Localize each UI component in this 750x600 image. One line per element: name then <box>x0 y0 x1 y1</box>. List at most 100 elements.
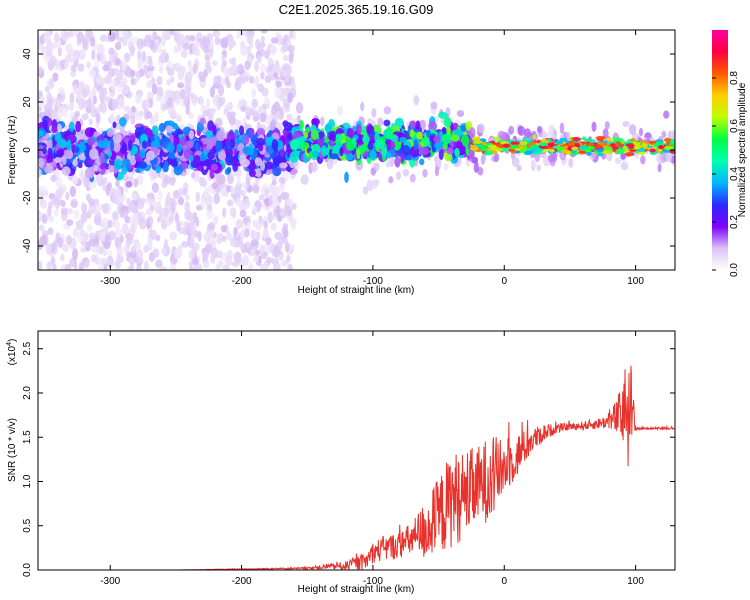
heatmap-cell-2528 <box>66 139 72 152</box>
heatmap-cell-3505 <box>329 153 339 160</box>
heatmap-cell-1042 <box>264 49 270 60</box>
heatmap-cell-4256 <box>636 148 647 153</box>
heatmap-cell-1051 <box>206 65 213 74</box>
heatmap-cell-1300 <box>54 32 60 43</box>
heatmap-cell-203 <box>129 50 135 57</box>
heatmap-cell-3454 <box>409 129 415 138</box>
heatmap-cell-3630 <box>640 155 646 165</box>
spectrogram-x-label: Height of straight line (km) <box>298 285 415 296</box>
snr-frame <box>37 330 676 571</box>
heatmap-cell-2142 <box>248 169 256 178</box>
heatmap-cell-2585 <box>402 168 410 177</box>
heatmap-cell-3277 <box>419 158 425 166</box>
heatmap-cell-2433 <box>225 154 234 166</box>
heatmap-cell-2485 <box>121 141 127 151</box>
heatmap-cell-924 <box>240 105 247 112</box>
heatmap-cell-4347 <box>620 140 626 145</box>
heatmap-cell-914 <box>188 248 196 260</box>
heatmap-cell-16 <box>159 35 167 47</box>
heatmap-cell-2604 <box>443 163 449 171</box>
heatmap-cell-208 <box>61 243 70 253</box>
heatmap-cell-2516 <box>216 130 226 142</box>
heatmap-cell-2540 <box>194 142 200 151</box>
heatmap-cell-1376 <box>250 230 258 240</box>
heatmap-cell-822 <box>53 208 59 217</box>
spectrogram-xtick-label-0: 0 <box>501 276 507 287</box>
heatmap-cell-3540 <box>433 135 441 143</box>
heatmap-cell-4302 <box>567 142 576 147</box>
heatmap-cell-949 <box>274 231 282 240</box>
heatmap-cell-3421 <box>446 126 451 136</box>
heatmap-cell-655 <box>265 236 272 245</box>
heatmap-cell-913 <box>275 34 283 46</box>
heatmap-cell-1048 <box>229 207 237 217</box>
heatmap-cell-3539 <box>385 152 392 159</box>
heatmap-cell-1173 <box>121 77 128 86</box>
heatmap-cell-835 <box>260 30 268 34</box>
heatmap-cell-41 <box>114 41 122 51</box>
heatmap-cell-563 <box>161 217 166 227</box>
heatmap-cell-1031 <box>209 86 216 98</box>
heatmap-cell-1319 <box>223 190 229 197</box>
heatmap-cell-2653 <box>367 118 374 125</box>
heatmap-cell-1083 <box>121 223 129 235</box>
heatmap-cell-3516 <box>356 148 361 160</box>
heatmap-cell-2500 <box>145 127 153 139</box>
heatmap-cell-1267 <box>275 205 281 214</box>
heatmap-cell-944 <box>212 95 220 105</box>
heatmap-cell-1226 <box>182 43 191 50</box>
heatmap-cell-1386 <box>228 116 236 126</box>
heatmap-cell-680 <box>146 216 154 226</box>
heatmap-cell-2692 <box>422 168 428 178</box>
heatmap-cell-1398 <box>51 109 56 119</box>
heatmap-cell-3531 <box>413 139 419 151</box>
heatmap-cell-1310 <box>149 204 154 211</box>
heatmap-cell-1025 <box>72 248 79 261</box>
heatmap-cell-1179 <box>237 30 242 37</box>
heatmap-cell-4338 <box>533 147 544 152</box>
heatmap-cell-1177 <box>108 230 116 241</box>
heatmap-cell-4288 <box>605 149 612 154</box>
heatmap-cell-1375 <box>118 96 125 108</box>
heatmap-cell-938 <box>199 180 208 187</box>
spectrogram-ytick-label-20: 20 <box>22 96 33 108</box>
heatmap-cell-858 <box>135 92 142 105</box>
heatmap-cell-3449 <box>345 153 354 161</box>
heatmap-cell-587 <box>47 215 55 223</box>
heatmap-cell-1343 <box>199 96 205 107</box>
heatmap-cell-1221 <box>263 261 269 270</box>
heatmap-cell-4158 <box>510 141 520 146</box>
heatmap-cell-2552 <box>63 149 70 156</box>
heatmap-cell-235 <box>270 222 277 232</box>
heatmap-cell-3643 <box>622 120 630 128</box>
heatmap-cell-201 <box>167 67 175 77</box>
heatmap-cell-4304 <box>669 149 675 154</box>
heatmap-cell-3526 <box>416 131 423 140</box>
heatmap-cell-1368 <box>199 75 206 83</box>
heatmap-cell-3536 <box>419 146 429 156</box>
heatmap-cell-1174 <box>121 30 129 39</box>
colorbar-tick-label-3: 0.6 <box>729 119 740 133</box>
heatmap-cell-905 <box>145 111 153 119</box>
heatmap-cell-387 <box>174 212 180 224</box>
heatmap-cell-1036 <box>88 203 96 215</box>
heatmap-cell-951 <box>185 104 190 116</box>
heatmap-cell-1061 <box>192 43 199 56</box>
heatmap-cell-579 <box>136 38 145 50</box>
heatmap-cell-1303 <box>178 187 184 198</box>
heatmap-cell-4045 <box>595 135 606 140</box>
heatmap-cell-3533 <box>310 130 319 140</box>
heatmap-cell-3005 <box>428 121 438 132</box>
heatmap-cell-2523 <box>87 136 95 146</box>
heatmap-cell-1228 <box>76 31 85 44</box>
heatmap-cell-2542 <box>57 138 68 149</box>
heatmap-cell-1246 <box>68 30 74 38</box>
heatmap-cell-258 <box>69 257 78 268</box>
heatmap-cell-44 <box>78 49 86 60</box>
heatmap-cell-894 <box>145 197 153 205</box>
heatmap-cell-3484 <box>392 140 402 151</box>
heatmap-cell-2550 <box>127 139 133 152</box>
heatmap-cell-2507 <box>238 125 245 136</box>
heatmap-cell-1195 <box>66 219 74 227</box>
